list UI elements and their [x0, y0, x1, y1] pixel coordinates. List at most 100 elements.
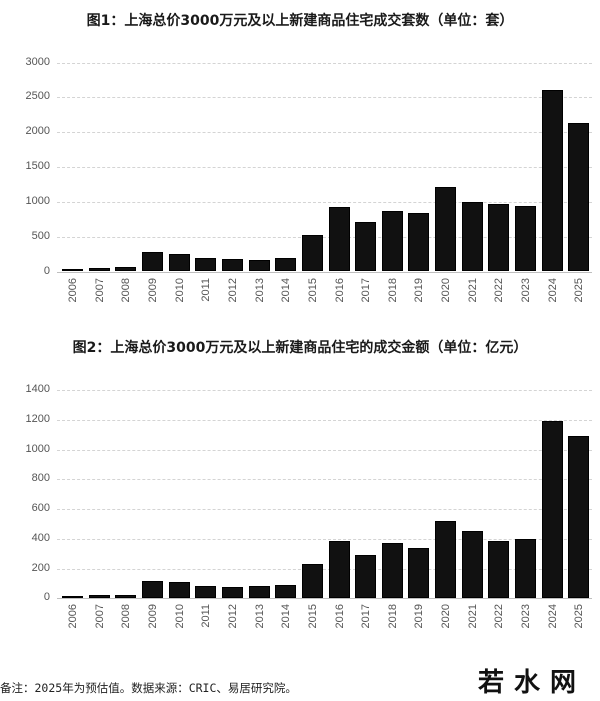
bar-2017 — [355, 555, 377, 599]
x-tick-label: 2021 — [466, 604, 479, 629]
x-tick: 2017 — [351, 278, 381, 308]
x-tick: 2009 — [138, 604, 168, 634]
y-tick-label: 800 — [31, 472, 50, 485]
x-tick-label: 2011 — [200, 604, 213, 628]
x-tick-label: 2025 — [573, 277, 586, 302]
gridline — [57, 449, 592, 451]
x-tick: 2014 — [271, 278, 301, 308]
gridline — [57, 509, 592, 511]
x-tick-label: 2006 — [67, 604, 79, 629]
x-tick-label: 2013 — [253, 277, 266, 302]
y-tick-label: 400 — [31, 531, 50, 544]
x-tick-label: 2023 — [520, 604, 533, 629]
x-tick: 2020 — [431, 278, 461, 308]
x-tick: 2025 — [564, 604, 594, 634]
x-tick: 2016 — [325, 278, 355, 308]
footnote: 备注：2025年为预估值。数据来源：CRIC、易居研究院。 — [0, 681, 297, 695]
y-tick-label: 2500 — [25, 90, 50, 103]
x-tick: 2010 — [165, 278, 195, 308]
y-tick-label: 1500 — [25, 160, 50, 172]
x-tick: 2015 — [298, 278, 328, 308]
bar-2025 — [568, 436, 590, 599]
y-tick-label: 0 — [43, 264, 50, 277]
gridline — [57, 419, 592, 421]
x-tick: 2021 — [458, 604, 488, 634]
y-tick-label: 200 — [31, 561, 50, 574]
x-tick: 2014 — [271, 604, 301, 634]
x-tick-label: 2025 — [573, 604, 586, 629]
x-tick-label: 2006 — [67, 277, 79, 302]
x-tick-label: 2014 — [280, 604, 293, 629]
x-tick: 2019 — [404, 278, 434, 308]
x-tick: 2007 — [85, 278, 115, 308]
bar-2017 — [355, 222, 377, 272]
x-tick: 2019 — [404, 604, 434, 634]
bar-2012 — [221, 586, 243, 599]
bar-2016 — [328, 207, 350, 272]
bar-2013 — [248, 260, 270, 272]
x-tick-label: 2022 — [493, 604, 506, 629]
x-tick: 2008 — [111, 278, 141, 308]
x-tick: 2022 — [484, 278, 514, 308]
x-tick-label: 2007 — [93, 604, 106, 629]
x-tick: 2018 — [378, 604, 408, 634]
x-tick-label: 2012 — [226, 277, 239, 302]
chart1-title: 图1：上海总价3000万元及以上新建商品住宅成交套数（单位：套） — [86, 13, 514, 29]
y-tick-label: 0 — [43, 591, 50, 604]
x-tick-label: 2018 — [386, 604, 399, 629]
chart2-title: 图2：上海总价3000万元及以上新建商品住宅的成交金额（单位：亿元） — [72, 340, 528, 356]
x-tick-label: 2014 — [280, 277, 293, 302]
x-tick: 2024 — [538, 604, 568, 634]
x-tick: 2012 — [218, 604, 248, 634]
bar-2006 — [62, 269, 83, 272]
gridline — [57, 479, 592, 481]
x-axis-line — [57, 598, 592, 600]
gridline — [57, 132, 592, 134]
gridline — [57, 62, 592, 64]
y-tick-label: 1000 — [25, 194, 50, 207]
x-axis-line — [57, 271, 592, 273]
bar-2012 — [221, 259, 243, 272]
bar-2006 — [62, 596, 83, 599]
x-tick-label: 2009 — [146, 604, 159, 629]
x-tick: 2020 — [431, 604, 461, 634]
bar-2024 — [541, 420, 563, 599]
gridline — [57, 201, 592, 203]
x-tick-label: 2012 — [226, 604, 239, 629]
bar-2019 — [408, 547, 430, 599]
bar-2020 — [435, 520, 457, 599]
gridline — [57, 538, 592, 540]
bar-2021 — [461, 201, 483, 272]
x-tick-label: 2017 — [360, 277, 373, 302]
bar-2022 — [488, 203, 510, 272]
y-tick-label: 1400 — [25, 383, 50, 395]
bar-2018 — [381, 542, 403, 599]
bar-2013 — [248, 585, 270, 599]
bar-2021 — [461, 530, 483, 599]
x-tick-label: 2007 — [93, 277, 106, 302]
x-tick-label: 2008 — [120, 604, 133, 629]
x-tick-label: 2019 — [413, 604, 426, 629]
x-tick-label: 2015 — [306, 277, 319, 302]
x-tick-label: 2010 — [173, 277, 186, 302]
y-tick-label: 3000 — [25, 55, 50, 68]
x-tick-label: 2018 — [386, 277, 399, 302]
x-tick: 2011 — [191, 604, 221, 634]
gridline — [57, 236, 592, 238]
x-tick: 2008 — [111, 604, 141, 634]
gridline — [57, 390, 592, 391]
x-tick-label: 2019 — [413, 277, 426, 302]
x-tick: 2009 — [138, 278, 168, 308]
x-tick-label: 2024 — [546, 604, 559, 629]
x-tick-label: 2010 — [173, 604, 186, 629]
bar-2025 — [568, 123, 590, 272]
x-tick: 2010 — [165, 604, 195, 634]
bar-2007 — [88, 595, 110, 599]
x-tick: 2013 — [245, 604, 275, 634]
x-tick-label: 2011 — [200, 277, 213, 302]
bar-2011 — [195, 257, 217, 272]
x-tick-label: 2008 — [120, 277, 133, 302]
y-tick-label: 500 — [31, 229, 50, 242]
x-tick-label: 2015 — [306, 604, 319, 629]
x-tick-label: 2016 — [333, 604, 346, 629]
